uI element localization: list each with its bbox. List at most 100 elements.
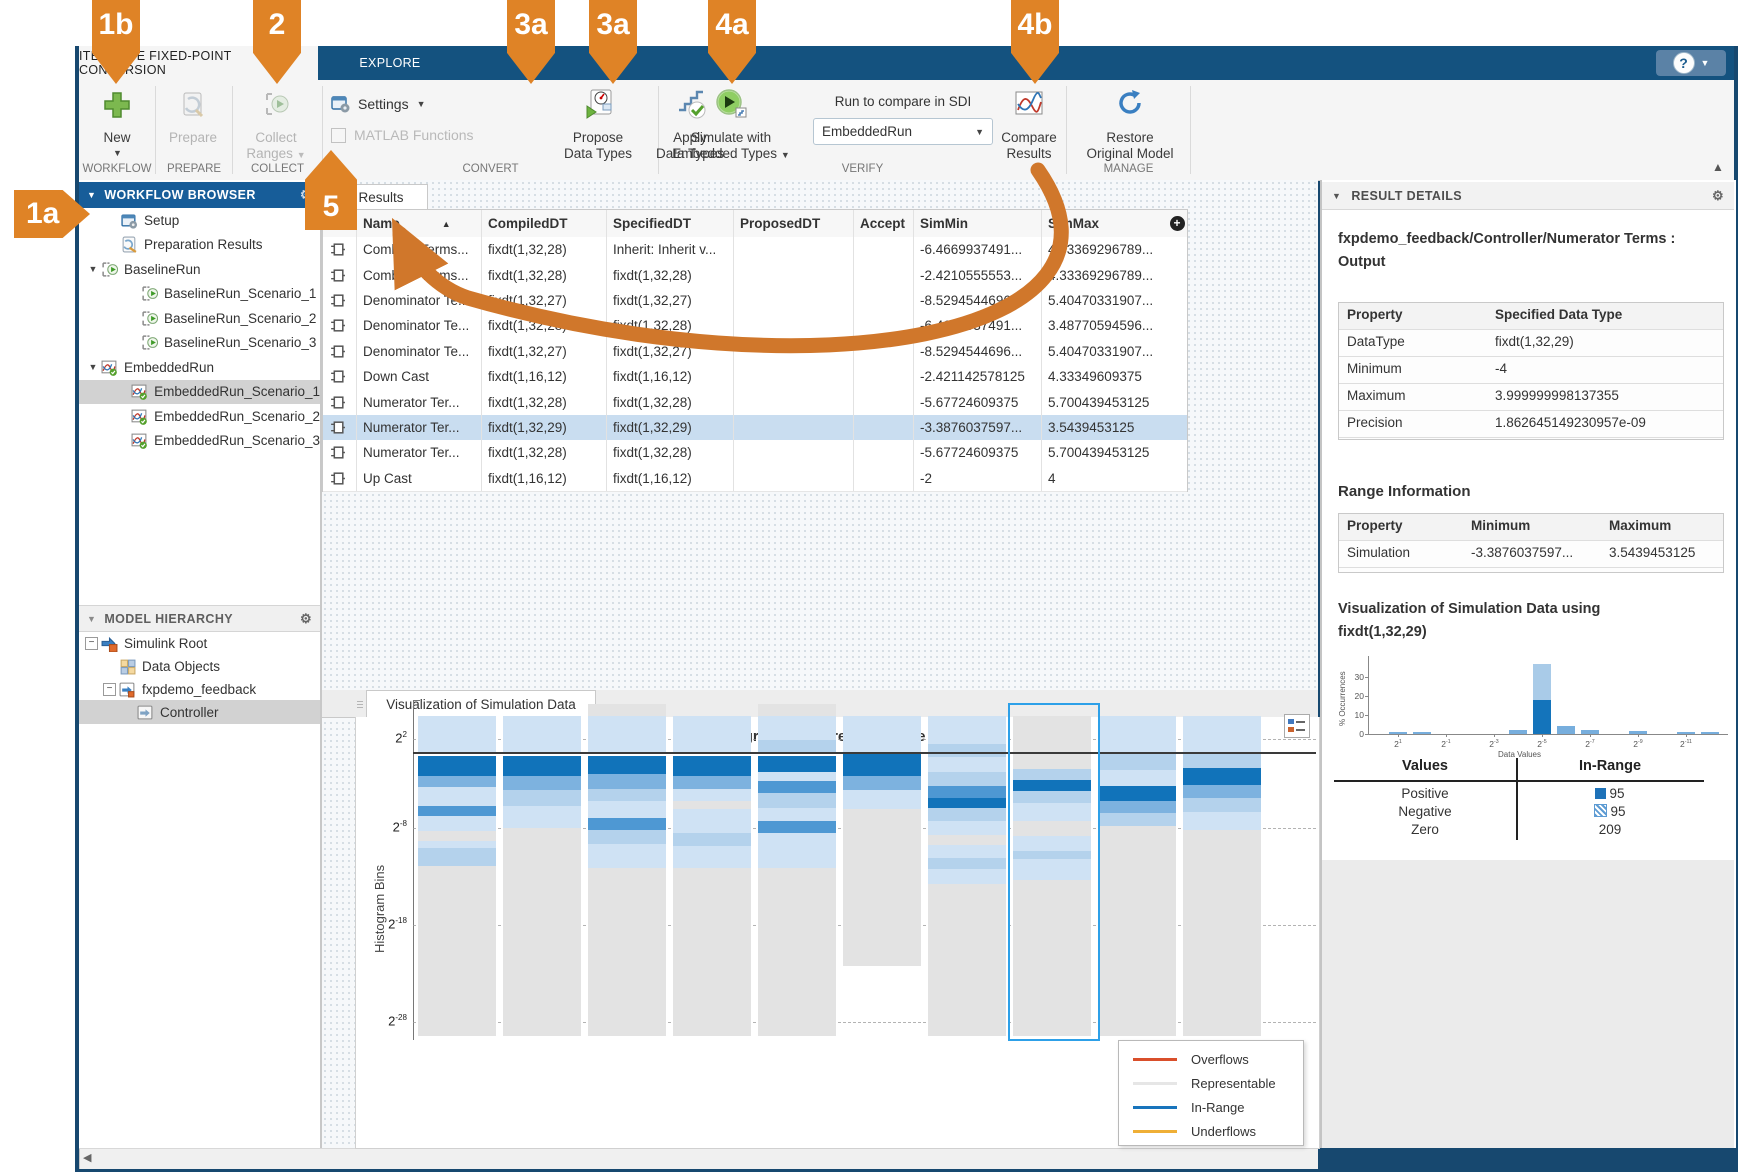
table-row[interactable]: Denominator Te... fixdt(1,32,27) fixdt(1,3… [323, 338, 1187, 365]
cell-specifieddt: fixdt(1,16,12) [606, 364, 733, 390]
sidebar-item-embeddedrun_scenario_1[interactable]: EmbeddedRun_Scenario_1 [79, 379, 320, 404]
histogram-column-segment [928, 869, 1006, 884]
mini-xtick-label: 2-11 [1680, 739, 1692, 749]
add-column-button[interactable]: + [1167, 210, 1187, 237]
selected-column-box[interactable] [1008, 703, 1100, 1041]
hierarchy-item-simulink-root[interactable]: − Simulink Root [79, 631, 320, 655]
sidebar-item-baselinerun_scenario_1[interactable]: BaselineRun_Scenario_1 [79, 282, 320, 306]
legend-label: Representable [1191, 1075, 1276, 1091]
sidebar-item-setup[interactable]: Setup [79, 208, 320, 232]
cell-simmax: 4 [1041, 465, 1167, 491]
cell-simmax: 4.33349609375 [1041, 364, 1167, 390]
table-row[interactable]: Up Cast fixdt(1,16,12) fixdt(1,16,12) -2 4 [323, 465, 1187, 492]
histogram-column-segment [588, 704, 666, 716]
sidebar-item-baselinerun[interactable]: ▼ BaselineRun [79, 257, 320, 281]
histogram-column-segment [928, 821, 1006, 835]
histogram-column-segment [758, 808, 836, 821]
table-row[interactable]: Denominator Te... fixdt(1,32,28) fixdt(1,3… [323, 313, 1187, 340]
tree-collapse-box[interactable]: − [85, 636, 98, 650]
chevron-down-icon: ▼ [1700, 58, 1710, 68]
run-dropdown[interactable]: EmbeddedRun ▼ [813, 118, 993, 145]
legend-line-swatch [1133, 1129, 1177, 1133]
ribbon-divider [155, 86, 156, 174]
title-bar: ITERATIVE FIXED-POINT CONVERSION EXPLORE… [79, 46, 1734, 80]
legend-blue-swatch [1288, 719, 1294, 724]
collapse-panel-icon[interactable]: ▲ [1712, 160, 1724, 174]
table-row[interactable]: Combine Terms... fixdt(1,32,28) Inherit: I… [323, 237, 1187, 264]
tab-visualization[interactable]: Visualization of Simulation Data [366, 690, 596, 718]
cell-specifieddt: fixdt(1,32,29) [606, 414, 733, 441]
mini-xtick-label: 2-9 [1633, 739, 1643, 749]
table-row[interactable]: Denominator Te... fixdt(1,32,27) fixdt(1,3… [323, 287, 1187, 315]
scroll-left-icon[interactable]: ◀ [83, 1152, 92, 1164]
checkbox-icon [331, 127, 346, 143]
model-hierarchy-header[interactable]: ▼ MODEL HIERARCHY ⚙ [79, 605, 320, 632]
table-row[interactable]: Numerator Ter... fixdt(1,32,28) fixdt(1,32… [323, 389, 1187, 416]
sidebar-item-baselinerun_scenario_2[interactable]: BaselineRun_Scenario_2 [79, 306, 320, 330]
tree-expander-icon[interactable]: ▼ [88, 362, 98, 372]
settings-button[interactable]: Settings ▼ [331, 92, 531, 116]
specified-type-table: Property Specified Data Type DataType fixdt… [1338, 302, 1724, 440]
compare-label-2: Results [1006, 146, 1052, 161]
tab-explore[interactable]: EXPLORE [359, 56, 421, 70]
column-header-simmin[interactable]: SimMin [913, 210, 1041, 237]
column-header-name[interactable]: Name ▲ [356, 210, 481, 237]
column-header-compileddt[interactable]: CompiledDT [481, 210, 606, 237]
signal-icon [323, 415, 356, 440]
histogram-column-segment [928, 858, 1006, 869]
help-button[interactable]: ? ▼ [1656, 50, 1726, 76]
tree-collapse-box[interactable]: − [103, 682, 116, 696]
bracketsrun-icon [141, 334, 164, 351]
column-header-accept[interactable]: Accept [853, 210, 913, 237]
property-cell: 1.862645149230957e-09 [1495, 415, 1646, 430]
gear-icon[interactable]: ⚙ [299, 610, 312, 626]
tree-expander-icon[interactable]: ▼ [88, 264, 98, 274]
histogram-ytick-label: 22 [395, 730, 407, 746]
cell-simmax: 4.33369296789... [1041, 237, 1167, 263]
sidebar-item-embeddedrun_scenario_3[interactable]: EmbeddedRun_Scenario_3 [79, 429, 320, 453]
chevron-down-icon: ▼ [780, 150, 790, 160]
hierarchy-item-data-objects[interactable]: Data Objects [79, 654, 320, 678]
legend-item: Underflows [1119, 1119, 1303, 1143]
sidebar-item-preparation results[interactable]: Preparation Results [79, 233, 320, 257]
chartcheck-icon [131, 383, 154, 400]
mini-xtick [1686, 734, 1687, 737]
sidebar-item-embeddedrun[interactable]: ▼ EmbeddedRun [79, 355, 320, 379]
hierarchy-item-controller[interactable]: Controller [79, 700, 320, 724]
chartcheck-icon [101, 359, 124, 376]
histogram-column-segment [1098, 826, 1176, 1036]
histogram-column-segment [1013, 836, 1091, 851]
table-row[interactable]: Down Cast fixdt(1,16,12) fixdt(1,16,12) -2.… [323, 364, 1187, 391]
horizontal-scrollbar[interactable]: ◀ [79, 1148, 1318, 1169]
column-header-simmax[interactable]: SimMax [1041, 210, 1167, 237]
cell-proposeddt [733, 389, 853, 415]
values-table: Values In-Range Positive 95 Negative 95 Zero 20… [1334, 758, 1704, 844]
gear-icon[interactable]: ⚙ [1711, 187, 1724, 203]
histogram-column-segment [1098, 813, 1176, 826]
results-table[interactable]: Name ▲ CompiledDT SpecifiedDT ProposedDT Acce… [322, 209, 1188, 492]
subsys-icon [137, 704, 160, 721]
table-header-row: Name ▲ CompiledDT SpecifiedDT ProposedDT Acce… [323, 210, 1187, 238]
column-header-specifieddt[interactable]: SpecifiedDT [606, 210, 733, 237]
legend-toggle-icon[interactable] [1284, 714, 1310, 738]
sidebar-item-embeddedrun_scenario_2[interactable]: EmbeddedRun_Scenario_2 [79, 404, 320, 428]
in-range-value: 95 [1516, 786, 1704, 801]
restore-label-2: Original Model [1086, 146, 1174, 161]
table-row[interactable]: Combine Terms... fixdt(1,32,28) fixdt(1,32… [323, 262, 1187, 289]
matlab-functions-checkbox[interactable]: MATLAB Functions [331, 124, 551, 146]
panel-grip[interactable] [356, 693, 364, 715]
histogram-column-segment [673, 801, 751, 809]
workflow-browser-header[interactable]: ▼ WORKFLOW BROWSER ⚙ [79, 182, 320, 208]
table-row[interactable]: Numerator Ter... fixdt(1,32,28) fixdt(1,32… [323, 440, 1187, 467]
histogram-column-segment [588, 756, 666, 774]
values-row-label: Negative [1398, 804, 1452, 819]
result-details-header[interactable]: ▼ RESULT DETAILS ⚙ [1322, 182, 1734, 210]
hierarchy-item-fxpdemo-feedback[interactable]: − fxpdemo_feedback [79, 677, 320, 701]
mini-ytick-label: 0 [1359, 729, 1364, 739]
sidebar-item-baselinerun_scenario_3[interactable]: BaselineRun_Scenario_3 [79, 331, 320, 355]
table-row[interactable]: Numerator Ter... fixdt(1,32,29) fixdt(1,32… [323, 414, 1187, 442]
values-row-label: Zero [1411, 822, 1439, 837]
cell-compileddt: fixdt(1,16,12) [481, 465, 606, 491]
histogram-column-segment [1183, 812, 1261, 830]
column-header-proposeddt[interactable]: ProposedDT [733, 210, 853, 237]
